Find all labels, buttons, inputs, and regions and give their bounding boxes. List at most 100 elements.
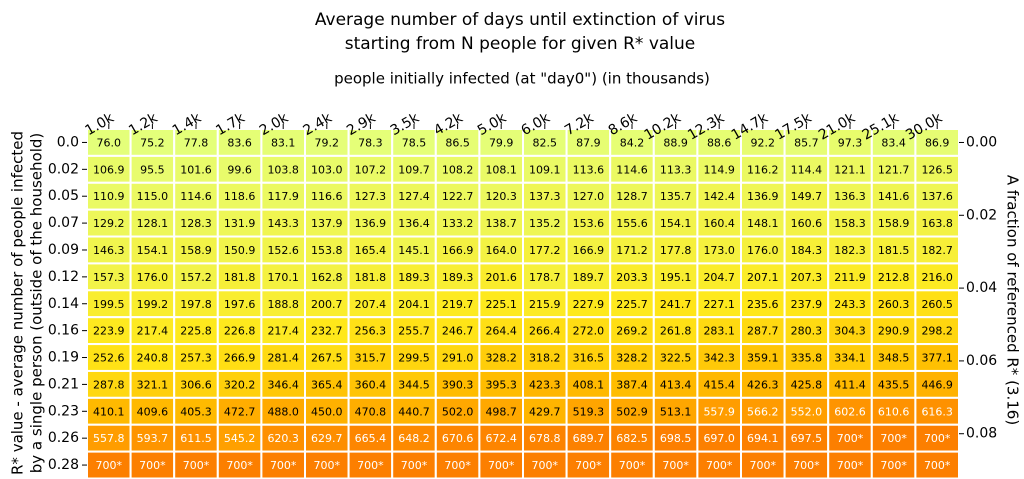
cell <box>304 208 350 238</box>
cell <box>434 316 481 346</box>
cell-label: 165.4 <box>355 244 387 257</box>
cell <box>173 154 219 184</box>
cell-label: 128.7 <box>616 190 648 203</box>
cell-label: 85.7 <box>794 136 819 149</box>
cell <box>391 369 437 399</box>
cell-label: 472.7 <box>224 405 256 418</box>
cell-label: 360.4 <box>355 378 387 391</box>
cell-label: 566.2 <box>747 405 779 418</box>
cell <box>783 396 830 426</box>
cell-label: 415.4 <box>703 378 735 391</box>
cell-label: 113.6 <box>573 163 605 176</box>
cell-label: 211.9 <box>834 271 866 284</box>
cell <box>347 396 394 426</box>
cell-label: 182.3 <box>834 244 866 257</box>
cell <box>740 450 786 479</box>
y-tick-label: 0.05 <box>48 188 79 204</box>
cell <box>173 316 219 346</box>
cell <box>740 396 786 426</box>
cell-label: 266.9 <box>224 352 256 365</box>
cell-label: 157.2 <box>180 271 212 284</box>
cell-label: 164.0 <box>485 244 517 257</box>
cell-label: 106.9 <box>93 163 125 176</box>
cell <box>522 396 568 426</box>
cell <box>434 208 481 238</box>
cell <box>216 208 263 238</box>
cell <box>827 235 873 265</box>
cell-label: 122.7 <box>442 190 474 203</box>
cell-label: 121.1 <box>834 163 866 176</box>
cell-label: 557.8 <box>93 432 125 445</box>
cell-label: 387.4 <box>616 378 648 391</box>
cell-label: 129.2 <box>93 217 125 230</box>
cell-label: 181.5 <box>878 244 910 257</box>
cell-label: 176.0 <box>747 244 779 257</box>
chart-title: Average number of days until extinction … <box>315 10 725 30</box>
cell-label: 79.2 <box>315 136 340 149</box>
cell-label: 117.9 <box>267 190 299 203</box>
cell-label: 409.6 <box>137 405 169 418</box>
cell-label: 316.5 <box>573 352 605 365</box>
cell-label: 99.6 <box>227 163 252 176</box>
cell <box>347 369 394 399</box>
cell-label: 126.5 <box>921 163 953 176</box>
cell-label: 95.5 <box>140 163 165 176</box>
cell <box>347 154 394 184</box>
cell-label: 700* <box>444 459 471 472</box>
y2-tick-label: 0.08 <box>966 426 997 442</box>
cell-label: 700* <box>139 459 166 472</box>
cell-label: 672.4 <box>485 432 517 445</box>
cell-label: 304.3 <box>834 325 866 338</box>
cell-label: 178.7 <box>529 271 561 284</box>
cell-label: 678.8 <box>529 432 561 445</box>
cell <box>129 235 176 265</box>
y-tick-label: 0.21 <box>48 376 79 392</box>
cell-label: 154.1 <box>137 244 169 257</box>
cell-label: 177.8 <box>660 244 692 257</box>
cell-label: 488.0 <box>267 405 299 418</box>
cell-label: 410.1 <box>93 405 125 418</box>
cell-label: 114.6 <box>616 163 648 176</box>
cell <box>347 450 394 479</box>
y-axis-label: R* value - average number of people infe… <box>9 131 27 475</box>
cell-label: 108.2 <box>442 163 474 176</box>
cell-label: 182.7 <box>921 244 953 257</box>
cell-label: 92.2 <box>751 136 776 149</box>
cell <box>565 450 612 479</box>
cell-label: 86.5 <box>445 136 470 149</box>
cell <box>522 235 568 265</box>
cell <box>870 423 917 453</box>
cell-label: 150.9 <box>224 244 256 257</box>
cell-label: 160.4 <box>703 217 735 230</box>
cell-label: 166.9 <box>442 244 474 257</box>
cell <box>391 128 437 157</box>
cell <box>870 208 917 238</box>
cell-label: 272.0 <box>573 325 605 338</box>
cell-label: 189.3 <box>398 271 430 284</box>
cell <box>391 396 437 426</box>
cell-label: 283.1 <box>703 325 735 338</box>
cell-label: 133.2 <box>442 217 474 230</box>
cell-label: 700* <box>619 459 646 472</box>
cell <box>740 369 786 399</box>
cell <box>391 181 437 211</box>
cell-label: 207.3 <box>791 271 823 284</box>
cell-label: 146.3 <box>93 244 125 257</box>
cell-label: 225.1 <box>485 298 517 311</box>
cell-label: 413.4 <box>660 378 692 391</box>
cell-label: 335.8 <box>791 352 823 365</box>
cell <box>522 369 568 399</box>
cell-label: 116.2 <box>747 163 779 176</box>
cell <box>86 289 132 319</box>
cell-label: 256.3 <box>355 325 387 338</box>
cell-label: 204.1 <box>398 298 430 311</box>
cell-label: 227.1 <box>703 298 735 311</box>
cell-label: 267.5 <box>311 352 343 365</box>
cell-label: 290.9 <box>878 325 910 338</box>
cell-label: 216.0 <box>921 271 953 284</box>
cell <box>565 423 612 453</box>
cell-label: 450.0 <box>311 405 343 418</box>
cell-label: 138.7 <box>485 217 517 230</box>
cell-label: 315.7 <box>355 352 387 365</box>
cell <box>652 181 699 211</box>
